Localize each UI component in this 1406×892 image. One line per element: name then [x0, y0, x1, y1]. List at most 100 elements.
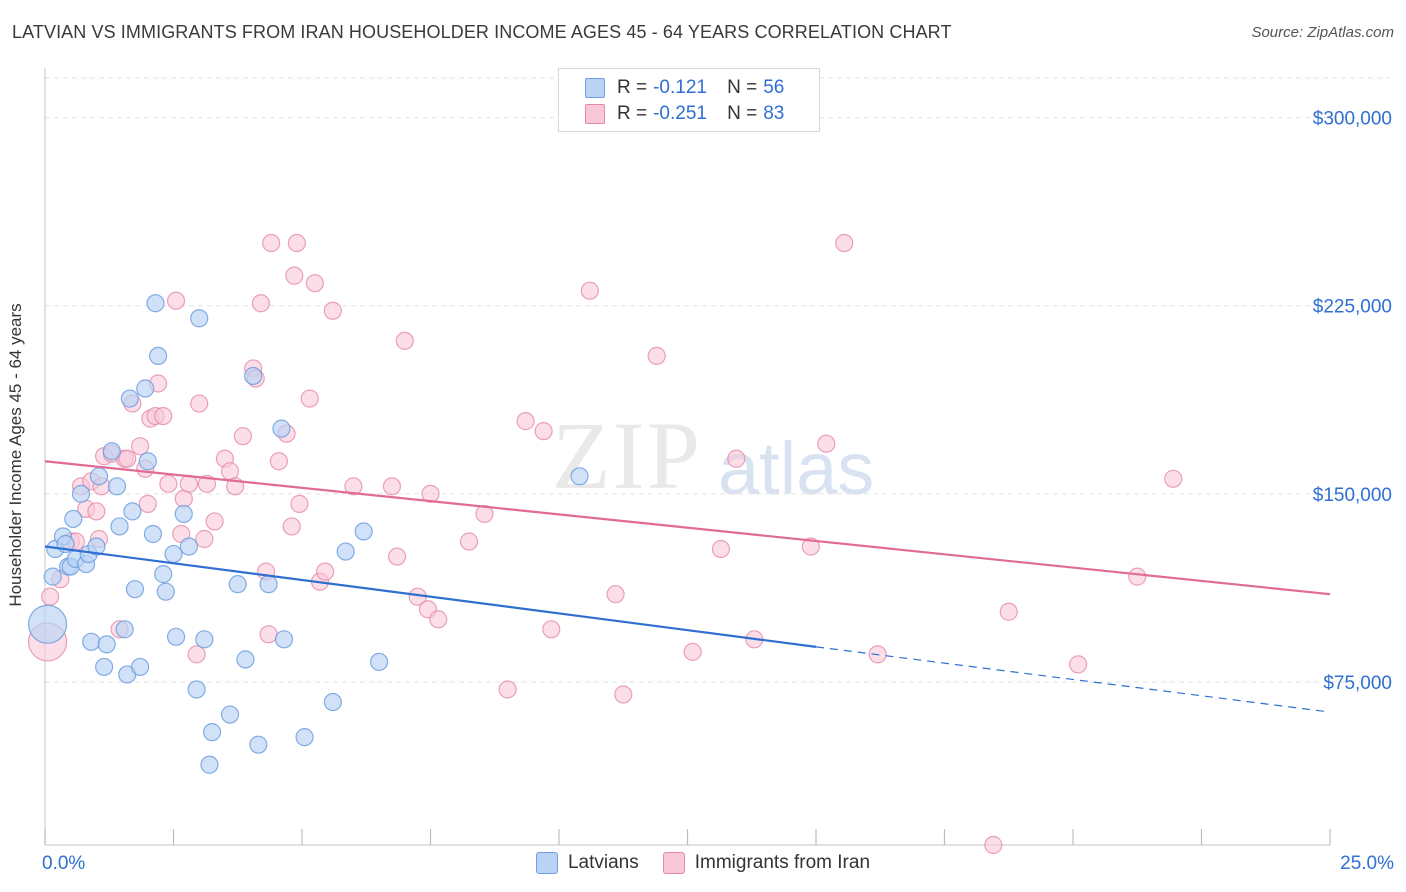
legend-swatch-iran — [662, 852, 685, 874]
legend-n-label: N = — [727, 77, 758, 98]
latvian-point — [120, 389, 139, 408]
iran-point — [187, 645, 206, 664]
latvian-point — [89, 467, 109, 486]
latvian-point — [146, 294, 165, 313]
legend-item-latvians[interactable]: Latvians — [535, 852, 639, 874]
latvian-point — [148, 346, 168, 366]
latvian-trend-line — [44, 545, 817, 648]
legend-row-iran: R = -0.251 N = 83 — [585, 102, 784, 126]
iran-point — [323, 301, 342, 320]
latvian-point — [166, 627, 186, 646]
legend-label-latvians: Latvians — [567, 852, 639, 873]
iran-point — [190, 394, 209, 413]
tick-labels: $75,000 $150,000 $225,000 $300,000 0.0% 25.0% — [42, 109, 1394, 874]
latvian-point — [97, 635, 116, 654]
latvian-point — [102, 442, 121, 461]
latvian-point — [136, 379, 155, 398]
latvian-point — [115, 620, 134, 639]
iran-point — [305, 274, 324, 293]
legend-swatch-latvians — [535, 852, 558, 874]
iran-point — [382, 477, 402, 496]
legend-r-label: R = — [617, 77, 648, 98]
source-label: Source: ZipAtlas.com — [1251, 24, 1394, 41]
iran-point — [282, 517, 301, 536]
iran-point — [727, 449, 746, 468]
legend-r-value: -0.121 — [653, 77, 707, 98]
legend-n-value: 56 — [763, 77, 785, 98]
latvian-point — [107, 477, 127, 496]
latvian-point — [187, 680, 206, 699]
iran-point — [344, 477, 363, 496]
iran-point — [290, 494, 309, 513]
latvian-point — [156, 582, 175, 601]
iran-point — [1164, 469, 1183, 488]
iran-point — [421, 484, 440, 503]
iran-point — [647, 346, 666, 366]
legend-r-label: R = — [617, 103, 648, 124]
iran-point — [87, 502, 106, 521]
latvian-point — [195, 630, 214, 649]
latvian-point — [259, 575, 278, 594]
latvian-point — [125, 580, 145, 599]
iran-point — [580, 281, 599, 300]
iran-point — [205, 512, 224, 531]
iran-point — [262, 233, 281, 253]
latvian-point — [202, 723, 222, 742]
iran-point — [166, 291, 186, 310]
legend-item-iran[interactable]: Immigrants from Iran — [662, 852, 871, 874]
y-axis-label: Householder Income Ages 45 - 64 years — [6, 303, 25, 607]
latvian-point — [82, 632, 101, 651]
x-tick-label: 0.0% — [42, 853, 85, 874]
iran-point — [534, 422, 553, 441]
latvian-point — [236, 650, 255, 669]
iran-point — [498, 680, 517, 699]
latvian-point — [295, 728, 314, 747]
iran-point — [159, 474, 178, 493]
latvian-point — [200, 755, 219, 774]
iran-point — [259, 625, 278, 644]
iran-point — [542, 620, 561, 639]
iran-point — [606, 585, 625, 604]
iran-point — [429, 610, 448, 629]
y-tick-label: $225,000 — [1313, 297, 1392, 318]
iran-point — [817, 434, 836, 453]
iran-point — [316, 562, 335, 581]
iran-point — [269, 452, 288, 471]
iran-point — [285, 266, 304, 285]
iran-point — [118, 449, 137, 468]
iran-point — [233, 427, 252, 446]
latvian-point — [354, 522, 373, 541]
iran-point — [395, 331, 414, 350]
iran-point — [287, 233, 306, 253]
latvian-point — [220, 705, 240, 724]
iran-point — [195, 529, 214, 549]
y-tick-label: $150,000 — [1313, 485, 1392, 506]
iran-point — [459, 532, 479, 551]
iran-point — [475, 504, 494, 524]
latvian-point — [110, 517, 129, 536]
legend-label-iran: Immigrants from Iran — [694, 852, 871, 873]
iran-point — [251, 294, 270, 313]
latvian-point — [370, 652, 389, 672]
iran-point — [801, 537, 820, 556]
latvian-point — [27, 604, 68, 644]
latvian-point — [272, 419, 291, 438]
iran-point — [130, 437, 150, 456]
iran-point — [999, 602, 1018, 621]
iran-point — [197, 474, 217, 493]
latvian-point — [228, 575, 247, 594]
latvian-trend-extension — [815, 646, 1331, 713]
legend-swatch-iran — [585, 104, 605, 124]
latvian-point — [95, 657, 114, 677]
correlation-legend: R = -0.121 N = 56 R = -0.251 N = 83 — [558, 68, 820, 132]
watermark-atlas: atlas — [718, 427, 875, 510]
grid-lines — [45, 77, 1390, 683]
legend-row-latvians: R = -0.121 N = 56 — [585, 76, 784, 100]
iran-point — [683, 642, 702, 661]
latvian-point — [323, 692, 342, 712]
latvian-point — [336, 542, 355, 561]
iran-point — [154, 406, 173, 426]
iran-point — [220, 462, 240, 481]
latvian-point — [174, 504, 193, 524]
latvian-point — [244, 366, 263, 386]
